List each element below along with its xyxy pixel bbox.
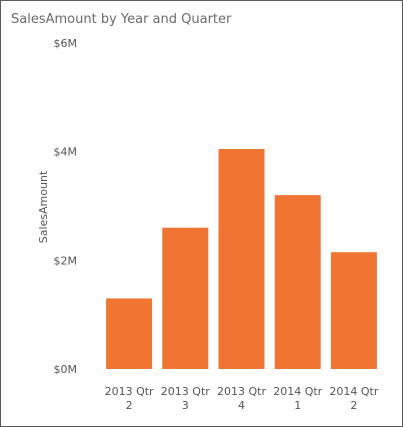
y-axis-label: SalesAmount [37,170,50,243]
y-tick-label: $0M [54,363,78,376]
x-tick-label: 2014 Qtr [273,385,322,398]
bars-group [106,149,377,369]
x-tick-label: 2013 Qtr [217,385,266,398]
x-tick-label: 2014 Qtr [329,385,378,398]
y-tick-label: $2M [54,254,78,267]
x-tick-label: 2013 Qtr [161,385,210,398]
y-axis-ticks: $0M $2M $4M $6M [54,37,78,376]
bar[interactable] [162,227,209,369]
bar[interactable] [218,149,265,369]
x-tick-label: 2 [126,399,133,412]
y-tick-label: $4M [54,146,78,159]
y-tick-label: $6M [54,37,78,50]
bar[interactable] [274,195,321,369]
x-tick-label: 3 [182,399,189,412]
x-tick-label: 4 [238,399,245,412]
chart-title: SalesAmount by Year and Quarter [11,12,232,27]
x-tick-label: 1 [294,399,301,412]
bar[interactable] [330,252,377,369]
x-tick-label: 2 [350,399,357,412]
x-tick-label: 2013 Qtr [105,385,154,398]
bar[interactable] [106,298,153,369]
